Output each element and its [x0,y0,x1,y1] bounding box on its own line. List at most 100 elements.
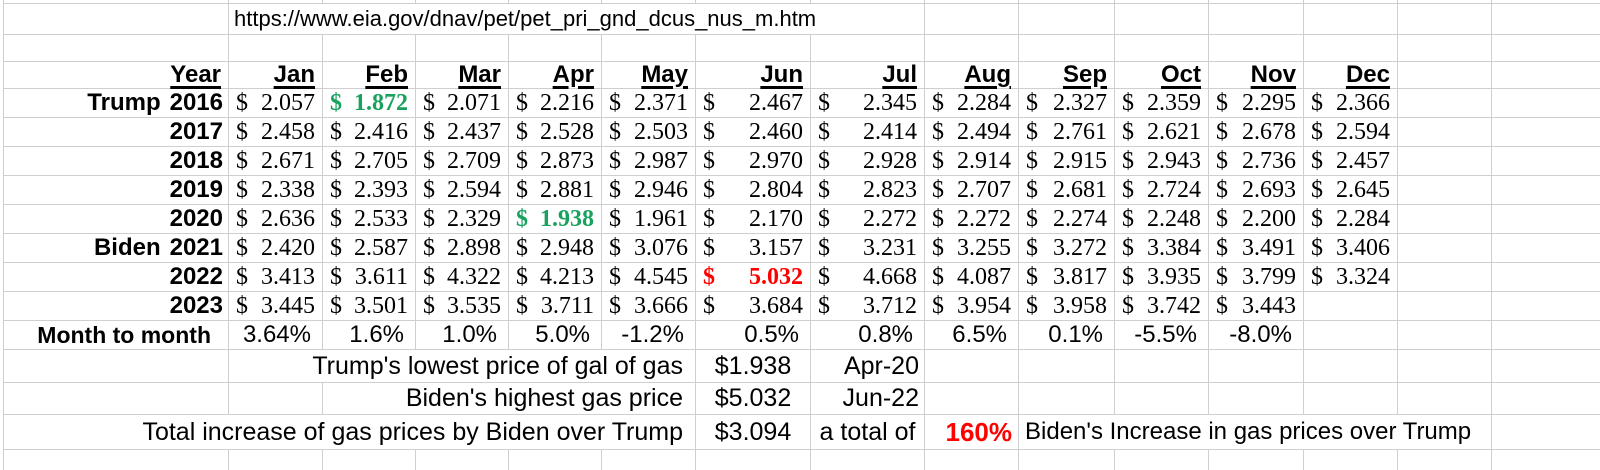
cell-2020-oct[interactable]: $2.248 [1115,205,1209,234]
cell-2016-apr[interactable]: $2.216 [509,89,602,118]
cell-mtm-may[interactable]: -1.2% [602,321,696,350]
cell-2018-nov[interactable]: $2.736 [1209,147,1304,176]
cell-2017-feb[interactable]: $2.416 [323,118,416,147]
summary-label-total-increase[interactable]: Total increase of gas prices by Biden ov… [4,415,696,450]
cell-2023-jun[interactable]: $3.684 [696,292,811,321]
row-label-2022[interactable]: 2022 [4,263,229,292]
cell-2018-feb[interactable]: $2.705 [323,147,416,176]
cell-2022-mar[interactable]: $4.322 [416,263,509,292]
cell-2017-apr[interactable]: $2.528 [509,118,602,147]
cell-2018-oct[interactable]: $2.943 [1115,147,1209,176]
cell-mtm-mar[interactable]: 1.0% [416,321,509,350]
header-nov[interactable]: Nov [1209,61,1304,89]
cell-2019-sep[interactable]: $2.681 [1019,176,1115,205]
cell-mtm-jul[interactable]: 0.8% [811,321,925,350]
row-label-2020[interactable]: 2020 [4,205,229,234]
cell-2017-jan[interactable]: $2.458 [229,118,323,147]
row-label-2021[interactable]: Biden 2021 [4,234,229,263]
cell-2023-sep[interactable]: $3.958 [1019,292,1115,321]
cell-2019-nov[interactable]: $2.693 [1209,176,1304,205]
cell-2019-jun[interactable]: $2.804 [696,176,811,205]
month-to-month-label[interactable]: Month to month [4,321,229,350]
row-label-2016[interactable]: Trump 2016 [4,89,229,118]
cell-2022-sep[interactable]: $3.817 [1019,263,1115,292]
cell-2020-may[interactable]: $1.961 [602,205,696,234]
cell-2022-jan[interactable]: $3.413 [229,263,323,292]
cell-2023-mar[interactable]: $3.535 [416,292,509,321]
cell-2016-aug[interactable]: $2.284 [925,89,1019,118]
summary-label-biden-highest[interactable]: Biden's highest gas price [323,383,696,415]
cell-2018-apr[interactable]: $2.873 [509,147,602,176]
cell-2022-feb[interactable]: $3.611 [323,263,416,292]
header-jan[interactable]: Jan [229,61,323,89]
cell-2016-may[interactable]: $2.371 [602,89,696,118]
cell-2020-sep[interactable]: $2.274 [1019,205,1115,234]
cell-2018-jan[interactable]: $2.671 [229,147,323,176]
cell-2023-apr[interactable]: $3.711 [509,292,602,321]
cell-2020-dec[interactable]: $2.284 [1304,205,1398,234]
cell-2020-feb[interactable]: $2.533 [323,205,416,234]
cell-mtm-oct[interactable]: -5.5% [1115,321,1209,350]
cell-2020-apr[interactable]: $1.938 [509,205,602,234]
header-feb[interactable]: Feb [323,61,416,89]
summary-note-total-increase[interactable]: a total of [811,415,925,450]
cell-2018-jul[interactable]: $2.928 [811,147,925,176]
row-label-2017[interactable]: 2017 [4,118,229,147]
header-sep[interactable]: Sep [1019,61,1115,89]
cell-2018-may[interactable]: $2.987 [602,147,696,176]
cell-2021-feb[interactable]: $2.587 [323,234,416,263]
cell-mtm-jun[interactable]: 0.5% [696,321,811,350]
cell-mtm-feb[interactable]: 1.6% [323,321,416,350]
cell-2021-jan[interactable]: $2.420 [229,234,323,263]
summary-label-trump-lowest[interactable]: Trump's lowest price of gal of gas [229,350,696,383]
cell-2017-dec[interactable]: $2.594 [1304,118,1398,147]
cell-2021-oct[interactable]: $3.384 [1115,234,1209,263]
cell-2018-aug[interactable]: $2.914 [925,147,1019,176]
cell-2023-feb[interactable]: $3.501 [323,292,416,321]
summary-date-biden-highest[interactable]: Jun-22 [811,383,925,415]
cell-2022-jul[interactable]: $4.668 [811,263,925,292]
row-label-2023[interactable]: 2023 [4,292,229,321]
cell-2016-dec[interactable]: $2.366 [1304,89,1398,118]
cell-2016-jan[interactable]: $2.057 [229,89,323,118]
header-jun[interactable]: Jun [696,61,811,89]
cell-2017-jun[interactable]: $2.460 [696,118,811,147]
header-oct[interactable]: Oct [1115,61,1209,89]
cell-2019-feb[interactable]: $2.393 [323,176,416,205]
cell-2021-may[interactable]: $3.076 [602,234,696,263]
cell-mtm-aug[interactable]: 6.5% [925,321,1019,350]
cell-2023-nov[interactable]: $3.443 [1209,292,1304,321]
cell-2020-mar[interactable]: $2.329 [416,205,509,234]
cell-2022-jun[interactable]: $5.032 [696,263,811,292]
cell-2018-jun[interactable]: $2.970 [696,147,811,176]
cell-2023-jul[interactable]: $3.712 [811,292,925,321]
cell-2017-oct[interactable]: $2.621 [1115,118,1209,147]
row-label-2019[interactable]: 2019 [4,176,229,205]
cell-2022-nov[interactable]: $3.799 [1209,263,1304,292]
summary-value-total-increase[interactable]: $3.094 [696,415,811,450]
cell-2020-nov[interactable]: $2.200 [1209,205,1304,234]
cell-2018-mar[interactable]: $2.709 [416,147,509,176]
cell-2017-may[interactable]: $2.503 [602,118,696,147]
url-cell[interactable]: https://www.eia.gov/dnav/pet/pet_pri_gnd… [229,4,925,35]
cell-2019-aug[interactable]: $2.707 [925,176,1019,205]
cell-2019-dec[interactable]: $2.645 [1304,176,1398,205]
header-dec[interactable]: Dec [1304,61,1398,89]
summary-date-trump-lowest[interactable]: Apr-20 [811,350,925,383]
cell-2023-aug[interactable]: $3.954 [925,292,1019,321]
cell-2023-jan[interactable]: $3.445 [229,292,323,321]
cell-2019-apr[interactable]: $2.881 [509,176,602,205]
cell-2021-jul[interactable]: $3.231 [811,234,925,263]
cell-2022-dec[interactable]: $3.324 [1304,263,1398,292]
header-mar[interactable]: Mar [416,61,509,89]
header-jul[interactable]: Jul [811,61,925,89]
cell-2017-nov[interactable]: $2.678 [1209,118,1304,147]
cell-2020-jul[interactable]: $2.272 [811,205,925,234]
cell-2021-mar[interactable]: $2.898 [416,234,509,263]
cell-2016-mar[interactable]: $2.071 [416,89,509,118]
cell-2021-jun[interactable]: $3.157 [696,234,811,263]
summary-value-trump-lowest[interactable]: $1.938 [696,350,811,383]
header-apr[interactable]: Apr [509,61,602,89]
cell-2019-may[interactable]: $2.946 [602,176,696,205]
header-year[interactable]: Year [4,61,229,89]
